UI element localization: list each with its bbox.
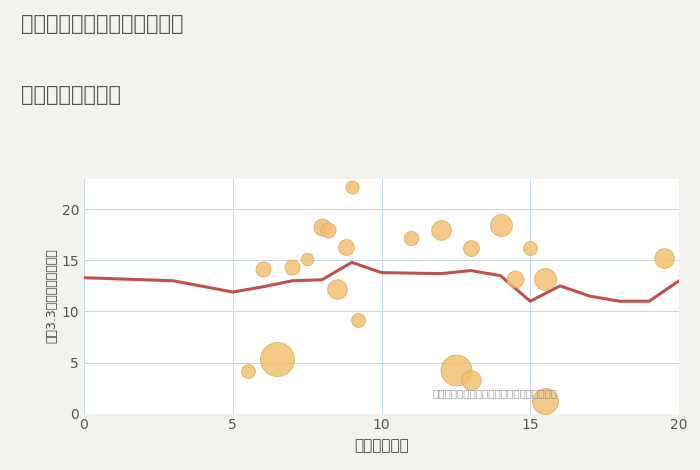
Point bbox=[465, 376, 476, 384]
Point bbox=[435, 226, 447, 234]
Text: 愛知県稲沢市平和町西光坊の: 愛知県稲沢市平和町西光坊の bbox=[21, 14, 183, 34]
Point bbox=[316, 223, 328, 230]
Point bbox=[352, 316, 363, 323]
Point bbox=[540, 398, 551, 405]
Point bbox=[540, 275, 551, 282]
Point bbox=[257, 265, 268, 272]
Point bbox=[272, 356, 283, 363]
Point bbox=[659, 255, 670, 262]
Point bbox=[302, 256, 313, 263]
Point bbox=[465, 244, 476, 252]
Point bbox=[322, 226, 333, 234]
Point bbox=[287, 264, 298, 271]
Point bbox=[340, 243, 351, 251]
Point bbox=[406, 234, 417, 242]
Point bbox=[495, 221, 506, 228]
Point bbox=[510, 275, 521, 282]
Point bbox=[450, 366, 461, 374]
X-axis label: 駅距離（分）: 駅距離（分） bbox=[354, 438, 409, 453]
Point bbox=[331, 285, 342, 293]
Point bbox=[525, 244, 536, 252]
Text: 駅距離別土地価格: 駅距離別土地価格 bbox=[21, 85, 121, 105]
Point bbox=[346, 183, 357, 190]
Y-axis label: 坪（3.3㎡）単価（万円）: 坪（3.3㎡）単価（万円） bbox=[46, 249, 59, 344]
Text: 円の大きさは、取引のあった物件面積を示す: 円の大きさは、取引のあった物件面積を示す bbox=[432, 388, 557, 399]
Point bbox=[242, 367, 253, 375]
